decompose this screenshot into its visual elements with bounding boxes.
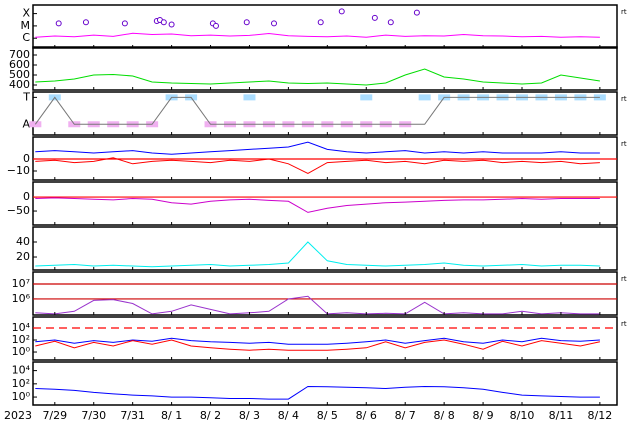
x-tick-label: 8/ 6 — [356, 409, 377, 422]
x-tick-label: 8/ 4 — [278, 409, 299, 422]
x-tick-label: 7/29 — [42, 409, 67, 422]
flare-marker — [338, 8, 345, 15]
point — [418, 94, 431, 101]
panel-frame — [32, 46, 618, 91]
panel-frame — [32, 91, 618, 136]
x-tick-label: 8/ 1 — [161, 409, 182, 422]
panel-frame — [32, 4, 618, 49]
x-tick-label: 8/ 8 — [434, 409, 455, 422]
y-tick-label: 10⁴ — [12, 321, 31, 334]
series-line — [35, 32, 600, 38]
y-tick-label: 0 — [23, 152, 30, 165]
y-tick-label: 10⁰ — [12, 390, 31, 403]
y-tick-label: −10 — [7, 164, 30, 177]
y-tick-label: M — [21, 19, 31, 32]
series-line — [35, 68, 600, 86]
x-tick-label: 7/31 — [120, 409, 145, 422]
y-tick-label: 10² — [12, 333, 30, 346]
series-line — [35, 385, 600, 400]
y-tick-label: 10⁴ — [12, 364, 31, 377]
panel-frame — [32, 181, 618, 226]
series-line — [35, 241, 600, 268]
flare-marker — [55, 20, 62, 27]
y-tick-label: 500 — [9, 68, 30, 81]
y-tick-label: 700 — [9, 48, 30, 61]
flare-marker — [270, 20, 277, 27]
x-tick-label: 8/ 5 — [317, 409, 338, 422]
panel-frame — [32, 226, 618, 271]
series-line — [35, 197, 600, 213]
flare-marker — [160, 19, 167, 26]
y-tick-label: −50 — [7, 204, 30, 217]
series-line — [35, 337, 600, 345]
point — [243, 94, 256, 101]
series-line — [34, 96, 600, 125]
y-tick-label: 10⁰ — [12, 345, 31, 358]
y-tick-label: 0 — [23, 190, 30, 203]
x-tick-label: 8/10 — [510, 409, 535, 422]
flare-marker — [371, 14, 378, 21]
right-label: rt — [621, 8, 627, 16]
x-tick-label: 8/12 — [588, 409, 613, 422]
series-line — [35, 157, 600, 174]
panel-frame — [32, 271, 618, 316]
y-tick-label: 400 — [9, 78, 30, 91]
y-tick-label: 10⁶ — [12, 292, 31, 305]
flare-marker — [82, 19, 89, 26]
flare-marker — [168, 21, 175, 28]
x-tick-label: 8/ 7 — [395, 409, 416, 422]
x-tick-label: 7/30 — [81, 409, 106, 422]
y-tick-label: 40 — [16, 235, 30, 248]
right-label: rt — [621, 140, 627, 148]
flare-marker — [317, 19, 324, 26]
y-tick-label: C — [22, 31, 30, 44]
panel-frame — [32, 361, 618, 406]
x-tick-label: 8/ 3 — [239, 409, 260, 422]
y-tick-label: 20 — [16, 250, 30, 263]
flare-marker — [212, 22, 219, 29]
right-label: rt — [621, 275, 627, 283]
y-tick-label: 600 — [9, 58, 30, 71]
x-tick-label: 8/ 9 — [472, 409, 493, 422]
y-tick-label: 10² — [12, 377, 30, 390]
series-line — [35, 141, 600, 155]
right-label: rt — [621, 95, 627, 103]
flare-marker — [387, 19, 394, 26]
panel-frame — [32, 316, 618, 361]
flare-marker — [243, 19, 250, 26]
point — [360, 94, 373, 101]
y-tick-label: T — [22, 90, 30, 103]
flare-marker — [413, 9, 420, 16]
x-tick-label: 8/ 2 — [200, 409, 221, 422]
right-label: rt — [621, 320, 627, 328]
series-line — [35, 339, 601, 351]
year-label: 2023 — [4, 409, 32, 422]
flare-marker — [121, 20, 128, 27]
y-tick-label: 10⁷ — [12, 277, 30, 290]
y-tick-label: X — [22, 7, 30, 20]
x-tick-label: 8/11 — [549, 409, 574, 422]
series-line — [35, 295, 600, 315]
y-tick-label: A — [22, 117, 30, 130]
